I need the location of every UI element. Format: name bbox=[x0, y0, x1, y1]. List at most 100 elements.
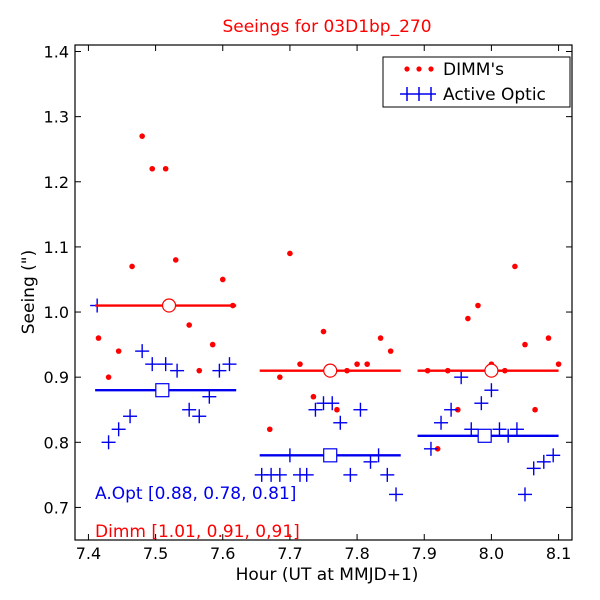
active-optic-point bbox=[308, 402, 323, 417]
dimm-point bbox=[186, 322, 192, 328]
active-optic-point bbox=[101, 435, 116, 450]
dimm-point bbox=[129, 263, 135, 270]
legend-frame bbox=[382, 56, 571, 108]
legend-active-optic-marker bbox=[400, 87, 436, 101]
dimm-point bbox=[387, 348, 394, 354]
dimm-point bbox=[334, 406, 340, 413]
active-optic-series bbox=[90, 298, 561, 502]
x-tick-label: 8.0 bbox=[479, 544, 504, 563]
chart-title: Seeings for 03D1bp_270 bbox=[222, 17, 431, 37]
legend: DIMM's Active Optic bbox=[382, 56, 571, 108]
active-optic-point bbox=[192, 409, 207, 424]
active-optic-point bbox=[325, 396, 340, 411]
active-optic-point bbox=[202, 389, 217, 404]
active-optic-mean-marker bbox=[155, 383, 170, 398]
active-optic-point bbox=[145, 357, 160, 372]
dimm-point bbox=[162, 165, 169, 172]
dimm-point bbox=[277, 374, 283, 380]
active-optic-point bbox=[272, 467, 287, 482]
dimm-summary: Dimm [1.01, 0.91, 0,91] bbox=[95, 522, 300, 542]
y-tick-label: 0.7 bbox=[44, 498, 69, 517]
dimm-point bbox=[522, 341, 528, 348]
active-optic-point bbox=[158, 357, 173, 372]
dimm-point bbox=[209, 341, 216, 348]
dimm-point bbox=[297, 361, 303, 367]
dimm-mean-marker bbox=[323, 363, 338, 378]
active-optic-point bbox=[526, 461, 541, 476]
active-optic-point bbox=[389, 487, 404, 502]
y-tick-label: 1.0 bbox=[44, 303, 69, 322]
active-optic-mean-marker bbox=[477, 428, 492, 443]
active-optic-point bbox=[380, 467, 395, 482]
x-tick-label: 7.9 bbox=[412, 544, 437, 563]
y-axis-label: Seeing (") bbox=[19, 250, 39, 335]
active-optic-point bbox=[454, 370, 469, 385]
y-tick-label: 0.9 bbox=[44, 368, 69, 387]
x-axis-label: Hour (UT at MMJD+1) bbox=[236, 565, 419, 585]
x-tick-label: 7.6 bbox=[210, 544, 235, 563]
y-tick-label: 1.1 bbox=[44, 238, 69, 257]
active-optic-point bbox=[444, 402, 459, 417]
active-optic-point bbox=[509, 422, 524, 437]
active-optic-point bbox=[474, 396, 489, 411]
legend-dimm-label: DIMM's bbox=[443, 60, 504, 80]
active-optic-point bbox=[170, 363, 185, 378]
dimm-point bbox=[266, 426, 273, 433]
y-tick-label: 0.8 bbox=[44, 433, 69, 452]
dimm-point bbox=[465, 315, 471, 322]
active-optic-point bbox=[464, 422, 479, 437]
active-optic-point bbox=[484, 383, 499, 398]
active-optic-point bbox=[546, 448, 561, 463]
dimm-point bbox=[532, 406, 538, 413]
active-optic-point bbox=[343, 467, 358, 482]
active-optic-point bbox=[333, 415, 348, 430]
dimm-point bbox=[139, 133, 145, 139]
plot-frame bbox=[74, 44, 573, 541]
dimm-point bbox=[310, 393, 317, 400]
active-optic-point bbox=[123, 409, 138, 424]
active-optic-point bbox=[434, 415, 449, 430]
active-optic-point bbox=[423, 441, 438, 456]
dimm-point bbox=[354, 361, 360, 367]
dimm-mean-marker bbox=[161, 298, 177, 313]
dimm-point bbox=[287, 250, 293, 257]
legend-active-optic-label: Active Optic bbox=[443, 85, 546, 105]
dimm-point bbox=[219, 276, 226, 283]
active-optic-point bbox=[222, 357, 237, 372]
dimm-point bbox=[115, 348, 122, 354]
dimm-point bbox=[545, 335, 552, 341]
active-optic-point bbox=[517, 487, 532, 502]
active-optic-point bbox=[182, 402, 197, 417]
dimm-point bbox=[512, 263, 518, 270]
active-optic-mean-marker bbox=[323, 448, 338, 463]
dimm-point bbox=[196, 367, 203, 374]
active-optic-summary: A.Opt [0.88, 0.78, 0.81] bbox=[95, 484, 296, 504]
y-axis-ticks: 0.7 0.8 0.9 1.0 1.1 1.2 1.3 1.4 bbox=[44, 43, 572, 517]
dimm-point bbox=[105, 374, 112, 380]
plot-area bbox=[90, 133, 562, 502]
dimm-point bbox=[149, 165, 156, 172]
active-optic-point bbox=[135, 344, 150, 359]
active-optic-point bbox=[536, 454, 551, 469]
x-tick-label: 7.4 bbox=[76, 544, 101, 563]
dimm-point bbox=[475, 302, 481, 309]
x-axis-ticks: 7.4 7.5 7.6 7.7 7.8 7.9 8.0 8.1 bbox=[76, 45, 571, 563]
active-optic-point bbox=[299, 467, 314, 482]
active-optic-point bbox=[212, 363, 227, 378]
active-optic-point bbox=[492, 422, 507, 437]
dimm-point bbox=[555, 361, 562, 367]
dimm-mean-marker bbox=[484, 363, 499, 378]
y-tick-label: 1.4 bbox=[44, 43, 69, 62]
dimm-point bbox=[172, 257, 179, 263]
active-optic-point bbox=[353, 402, 368, 417]
legend-dimm-marker bbox=[404, 66, 434, 72]
x-tick-label: 7.8 bbox=[344, 544, 369, 563]
active-optic-point bbox=[111, 422, 126, 437]
dimm-point bbox=[377, 335, 384, 341]
x-tick-label: 8.1 bbox=[546, 544, 571, 563]
dimm-point bbox=[320, 328, 327, 335]
dimm-point bbox=[364, 361, 370, 367]
y-tick-label: 1.3 bbox=[44, 108, 69, 127]
y-tick-label: 1.2 bbox=[44, 173, 69, 192]
